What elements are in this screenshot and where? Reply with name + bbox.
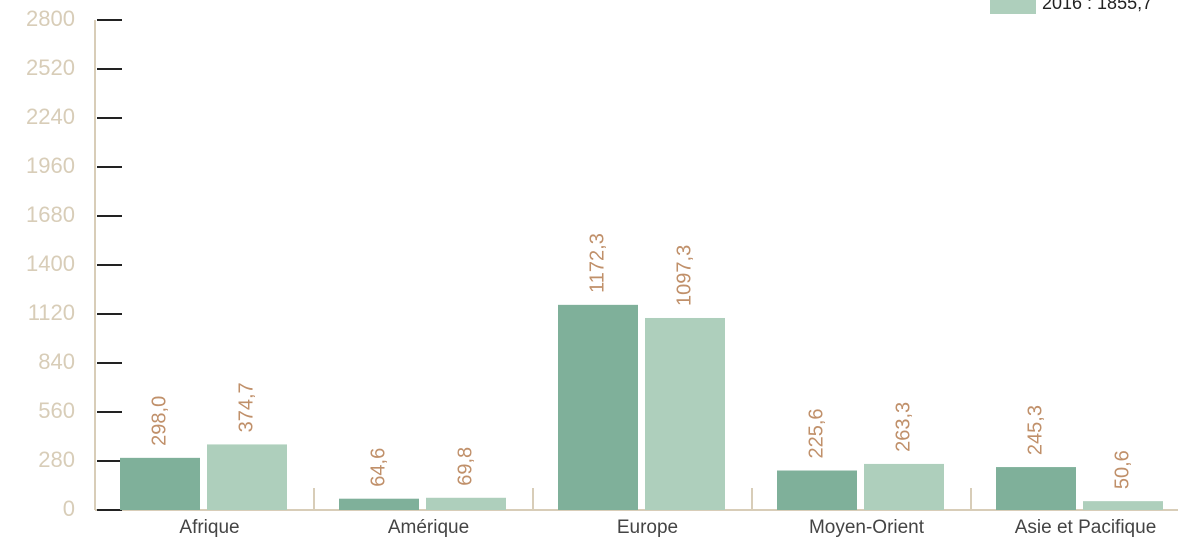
bar — [1083, 501, 1163, 510]
y-tick-label: 2800 — [26, 6, 75, 31]
value-label: 374,7 — [235, 382, 257, 432]
x-tick-label: Moyen-Orient — [809, 517, 925, 538]
y-tick-label: 840 — [38, 349, 75, 374]
value-label: 50,6 — [1111, 450, 1133, 489]
value-label: 64,6 — [367, 448, 389, 487]
y-tick-label: 1960 — [26, 153, 75, 178]
value-label: 225,6 — [805, 408, 827, 458]
bar — [996, 467, 1076, 510]
value-label: 245,3 — [1024, 405, 1046, 455]
y-tick-label: 1680 — [26, 202, 75, 227]
y-tick-label: 1120 — [28, 300, 75, 325]
bar — [120, 457, 200, 510]
y-tick-label: 1400 — [26, 251, 75, 276]
value-label: 298,0 — [148, 396, 170, 446]
legend-swatch — [990, 0, 1036, 14]
legend-label: 2016 : 1855,7 — [1042, 0, 1152, 13]
y-tick-label: 280 — [38, 447, 75, 472]
value-label: 1172,3 — [586, 233, 608, 293]
value-label: 1097,3 — [673, 245, 695, 306]
x-tick-label: Amérique — [388, 517, 469, 538]
bar — [558, 304, 638, 510]
bar — [777, 470, 857, 510]
y-tick-label: 2520 — [26, 55, 75, 80]
bar — [645, 317, 725, 510]
bar — [339, 498, 419, 510]
x-tick-label: Europe — [617, 517, 678, 538]
value-label: 263,3 — [892, 402, 914, 452]
x-tick-label: Afrique — [179, 517, 239, 538]
bar — [426, 497, 506, 510]
bar — [864, 463, 944, 510]
y-tick-label: 2240 — [26, 104, 75, 129]
y-tick-label: 560 — [38, 398, 75, 423]
y-tick-label: 0 — [63, 496, 75, 521]
value-label: 69,8 — [454, 447, 476, 486]
bar — [207, 444, 287, 510]
x-tick-label: Asie et Pacifique — [1015, 517, 1157, 538]
